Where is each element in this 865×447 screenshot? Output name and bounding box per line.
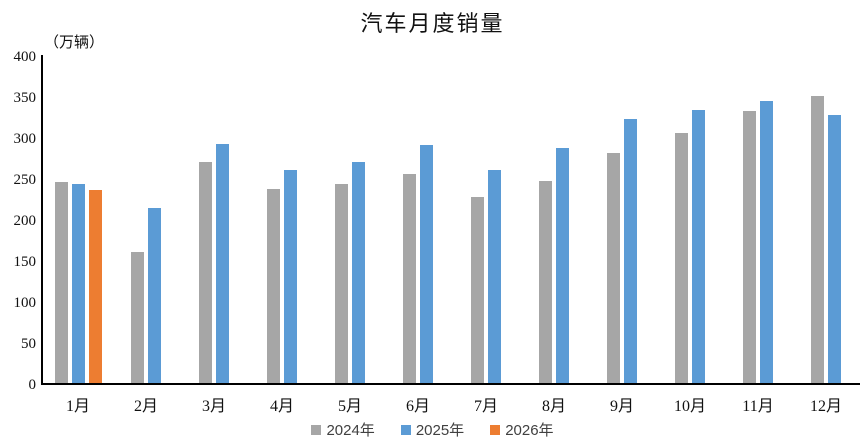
bar-group-10月 [656, 55, 724, 383]
x-tick-label: 7月 [473, 398, 498, 415]
plot-area [44, 55, 860, 383]
y-tick-label: 150 [13, 254, 37, 270]
legend-label: 2024年 [326, 422, 375, 439]
x-axis-line [41, 383, 860, 385]
x-axis-tick-labels: 1月 2月 3月 4月 5月 6月 7月 8月 9月 10月 11月 12月 [44, 392, 860, 416]
bar-2025年-3月 [216, 144, 229, 383]
bar-2024年-5月 [335, 183, 348, 383]
bar-2024年-6月 [403, 173, 416, 383]
x-tick-label: 10月 [673, 398, 706, 415]
bar-2024年-10月 [675, 132, 688, 383]
bar-2025年-5月 [352, 162, 365, 383]
y-tick-label: 100 [13, 295, 37, 311]
bar-2025年-10月 [692, 109, 705, 383]
x-tick-label: 12月 [809, 398, 842, 415]
bar-2024年-9月 [607, 152, 620, 383]
bar-group-2月 [112, 55, 180, 383]
bar-group-3月 [180, 55, 248, 383]
bar-2024年-7月 [471, 196, 484, 383]
legend-item-2024年: 2024年 [311, 419, 375, 440]
bar-2025年-7月 [488, 169, 501, 383]
bar-2024年-3月 [199, 161, 212, 383]
bar-group-12月 [792, 55, 860, 383]
bar-2024年-8月 [539, 181, 552, 383]
legend-label: 2025年 [415, 422, 465, 439]
legend-item-2025年: 2025年 [400, 419, 465, 440]
y-tick-label: 200 [13, 213, 37, 229]
bar-2024年-4月 [267, 188, 280, 383]
bar-2025年-6月 [420, 145, 433, 383]
bar-2025年-1月 [71, 183, 85, 383]
bar-2024年-11月 [743, 110, 756, 383]
bar-2025年-4月 [284, 169, 297, 383]
bar-2024年-12月 [811, 96, 824, 383]
bar-group-5月 [316, 55, 384, 383]
chart-title: 汽车月度销量 [360, 11, 505, 36]
x-tick-label: 3月 [201, 398, 226, 415]
x-tick-label: 9月 [609, 398, 634, 415]
y-tick-label: 250 [13, 172, 37, 188]
bar-2025年-11月 [760, 100, 773, 383]
legend-marker-icon [400, 424, 411, 435]
x-tick-label: 11月 [742, 398, 774, 415]
bar-2024年-2月 [131, 251, 144, 383]
y-tick-label: 0 [28, 377, 37, 393]
y-tick-label: 400 [13, 49, 37, 65]
legend-marker-icon [490, 424, 501, 435]
legend-label: 2026年 [505, 422, 554, 439]
y-tick-label: 50 [21, 336, 36, 352]
legend-marker-icon [311, 424, 322, 435]
bar-group-7月 [452, 55, 520, 383]
bar-group-6月 [384, 55, 452, 383]
bar-group-9月 [588, 55, 656, 383]
bar-group-8月 [520, 55, 588, 383]
x-tick-label: 8月 [541, 398, 566, 415]
y-tick-label: 300 [13, 131, 37, 147]
bar-group-11月 [724, 55, 792, 383]
x-tick-label: 2月 [133, 398, 158, 415]
legend-item-2026年: 2026年 [490, 419, 554, 440]
bar-group-1月 [44, 55, 112, 383]
legend: 2024年 2025年 2026年 [0, 419, 865, 440]
bar-2025年-12月 [828, 114, 841, 383]
x-tick-label: 4月 [269, 398, 294, 415]
x-tick-label: 1月 [65, 398, 90, 415]
y-axis-unit-label: （万辆） [44, 35, 105, 51]
bar-group-4月 [248, 55, 316, 383]
y-tick-label: 350 [13, 90, 37, 106]
bar-2024年-1月 [54, 182, 68, 383]
bar-2026年-1月 [88, 190, 102, 383]
y-axis-line [41, 55, 43, 385]
bar-2025年-9月 [624, 118, 637, 383]
x-tick-label: 5月 [337, 398, 362, 415]
bar-2025年-2月 [148, 208, 161, 383]
bar-2025年-8月 [556, 148, 569, 383]
x-tick-label: 6月 [405, 398, 430, 415]
